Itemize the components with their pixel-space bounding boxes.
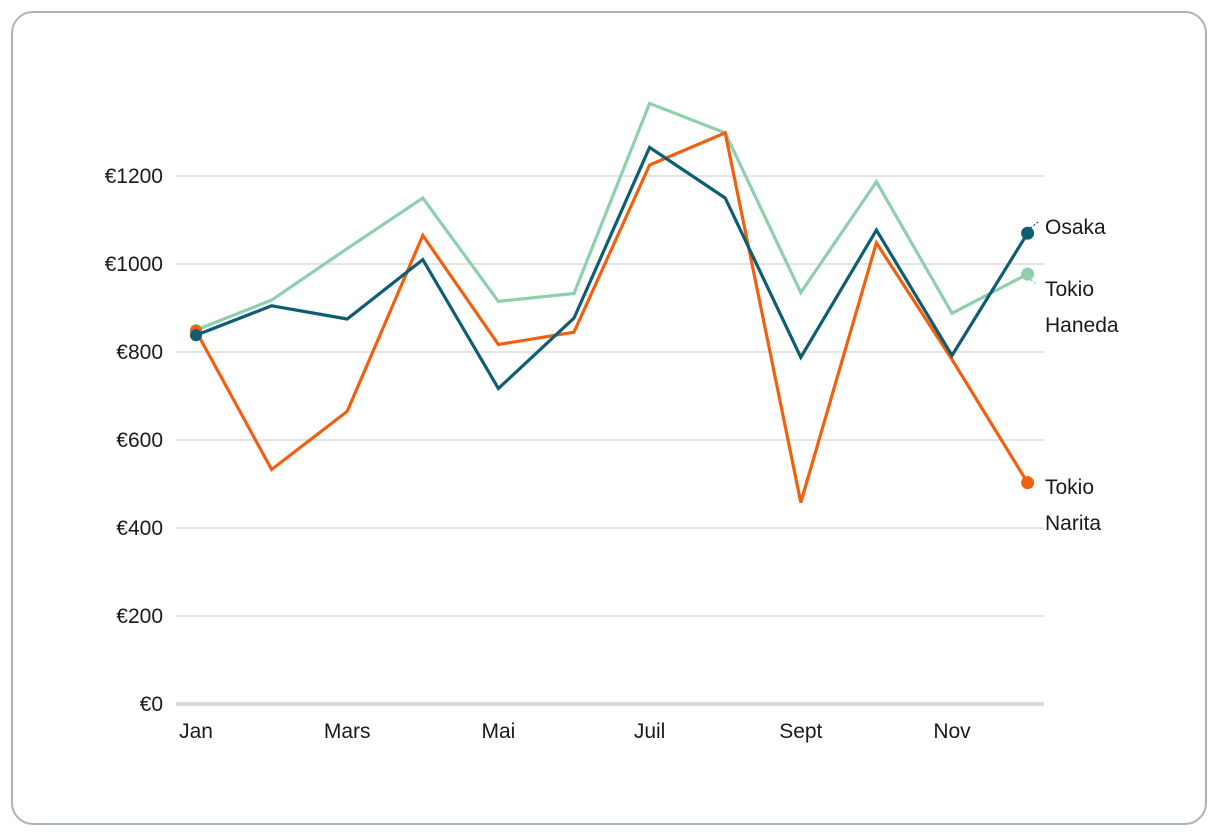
series-lines <box>190 101 1035 503</box>
x-tick-label: Mars <box>324 720 371 743</box>
series-line-tokio-haneda <box>194 101 1030 332</box>
series-line-tokio-narita <box>194 130 1030 503</box>
y-tick-label: €200 <box>116 605 163 628</box>
y-tick-label: €800 <box>116 341 163 364</box>
label-leader <box>1023 221 1039 234</box>
y-tick-label: €400 <box>116 517 163 540</box>
label-leader <box>1023 275 1038 285</box>
chart-card <box>11 11 1207 825</box>
series-labels: Tokio Haneda Tokio Narita Osaka <box>1023 216 1119 535</box>
y-tick-label: €1000 <box>105 253 163 276</box>
y-tick-label: €600 <box>116 429 163 452</box>
x-tick-label: Sept <box>779 720 822 743</box>
series-end-point <box>1021 226 1035 240</box>
y-tick-label: €1200 <box>105 165 163 188</box>
x-axis: Jan Mars Mai Juil Sept Nov <box>179 720 971 743</box>
series-end-point <box>1021 476 1035 490</box>
series-label: Tokio <box>1045 278 1094 301</box>
x-tick-label: Mai <box>481 720 515 743</box>
x-tick-label: Juil <box>634 720 666 743</box>
series-label: Haneda <box>1045 314 1119 337</box>
y-axis: €0 €200 €400 €600 €800 €1000 €1200 <box>105 165 163 716</box>
series-line-osaka <box>194 145 1030 392</box>
y-tick-label: €0 <box>140 693 163 716</box>
x-tick-label: Nov <box>933 720 971 743</box>
series-label: Osaka <box>1045 216 1106 239</box>
series-label: Tokio <box>1045 476 1094 499</box>
series-start-point <box>190 329 202 342</box>
series-end-point <box>1021 267 1035 281</box>
gridlines <box>176 175 1044 706</box>
series-label: Narita <box>1045 512 1101 535</box>
x-tick-label: Jan <box>179 720 213 743</box>
